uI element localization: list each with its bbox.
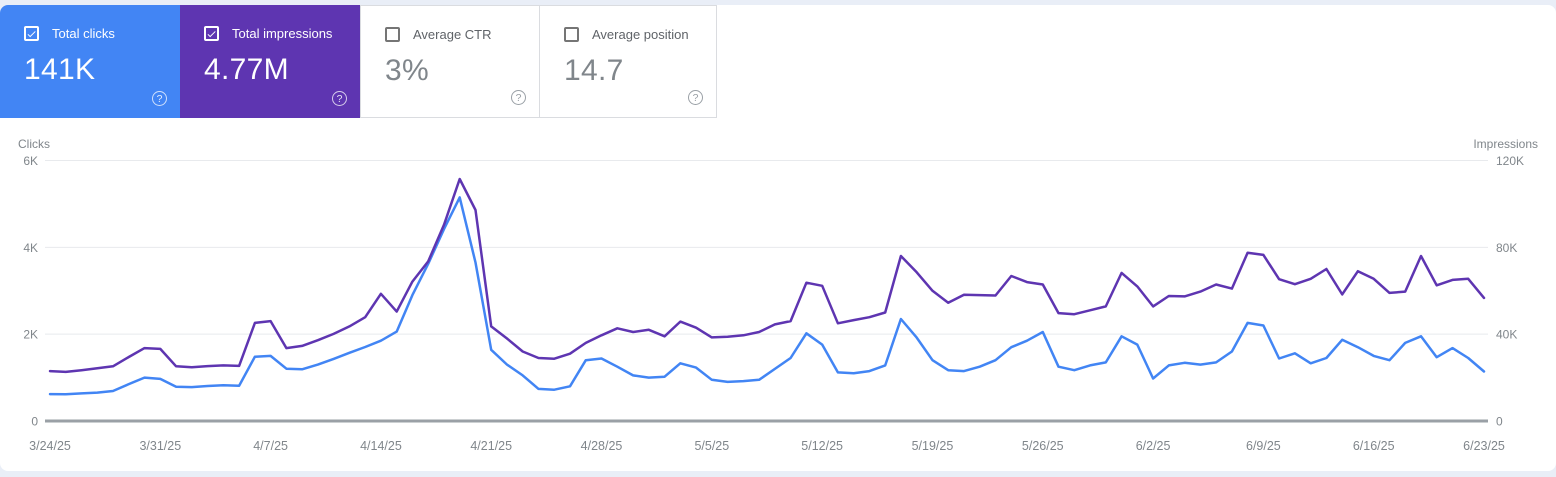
metric-card-average-ctr[interactable]: Average CTR 3% ? <box>360 5 540 118</box>
card-label: Average CTR <box>413 27 492 42</box>
card-label: Total impressions <box>232 26 333 41</box>
left-axis-tick: 6K <box>23 154 38 168</box>
x-axis-date-label: 5/12/25 <box>801 439 843 453</box>
x-axis-date-label: 6/23/25 <box>1463 439 1505 453</box>
average-position-value: 14.7 <box>564 54 624 87</box>
average-ctr-value: 3% <box>385 54 429 87</box>
card-label: Total clicks <box>52 26 115 41</box>
checkbox-checked-icon[interactable] <box>204 26 219 41</box>
x-axis-date-label: 3/24/25 <box>29 439 71 453</box>
help-icon[interactable]: ? <box>152 91 167 106</box>
checkbox-unchecked-icon[interactable] <box>564 27 579 42</box>
metric-card-average-position[interactable]: Average position 14.7 ? <box>539 5 717 118</box>
x-axis-date-label: 5/26/25 <box>1022 439 1064 453</box>
x-axis-date-label: 6/16/25 <box>1353 439 1395 453</box>
clicks-line[interactable] <box>48 196 1486 396</box>
x-axis-date-label: 3/31/25 <box>139 439 181 453</box>
help-icon[interactable]: ? <box>332 91 347 106</box>
performance-panel: Total clicks 141K ? Total impressions 4.… <box>0 5 1556 471</box>
left-axis-tick: 4K <box>23 241 38 255</box>
card-header: Average CTR <box>385 27 539 42</box>
performance-chart[interactable]: 0 0 2K 40K 4K 80K 6K 120K Clicks Impressions 3/24/… <box>0 119 1556 464</box>
metric-card-total-clicks[interactable]: Total clicks 141K ? <box>0 5 180 118</box>
right-axis-tick: 0 <box>1496 415 1503 429</box>
card-header: Total impressions <box>204 26 360 41</box>
x-axis-date-label: 6/9/25 <box>1246 439 1281 453</box>
card-header: Total clicks <box>24 26 180 41</box>
x-axis-date-label: 5/5/25 <box>694 439 729 453</box>
help-icon[interactable]: ? <box>511 90 526 105</box>
x-axis-date-label: 4/21/25 <box>470 439 512 453</box>
x-axis-date-label: 6/2/25 <box>1136 439 1171 453</box>
right-axis-tick: 120K <box>1496 154 1524 168</box>
total-clicks-value: 141K <box>24 53 96 86</box>
right-axis-title: Impressions <box>1473 137 1538 151</box>
metric-cards-row: Total clicks 141K ? Total impressions 4.… <box>0 5 1556 118</box>
total-impressions-value: 4.77M <box>204 53 289 86</box>
left-axis-title: Clicks <box>18 137 50 151</box>
x-axis-date-label: 4/28/25 <box>581 439 623 453</box>
metric-card-total-impressions[interactable]: Total impressions 4.77M ? <box>180 5 360 118</box>
x-axis-date-label: 4/7/25 <box>253 439 288 453</box>
card-label: Average position <box>592 27 689 42</box>
impressions-line[interactable] <box>48 177 1486 374</box>
right-axis-tick: 80K <box>1496 241 1517 255</box>
card-header: Average position <box>564 27 716 42</box>
help-icon[interactable]: ? <box>688 90 703 105</box>
x-axis-date-label: 5/19/25 <box>912 439 954 453</box>
checkbox-checked-icon[interactable] <box>24 26 39 41</box>
x-axis-date-label: 4/14/25 <box>360 439 402 453</box>
left-axis-tick: 2K <box>23 328 38 342</box>
left-axis-tick: 0 <box>31 415 38 429</box>
checkbox-unchecked-icon[interactable] <box>385 27 400 42</box>
right-axis-tick: 40K <box>1496 328 1517 342</box>
